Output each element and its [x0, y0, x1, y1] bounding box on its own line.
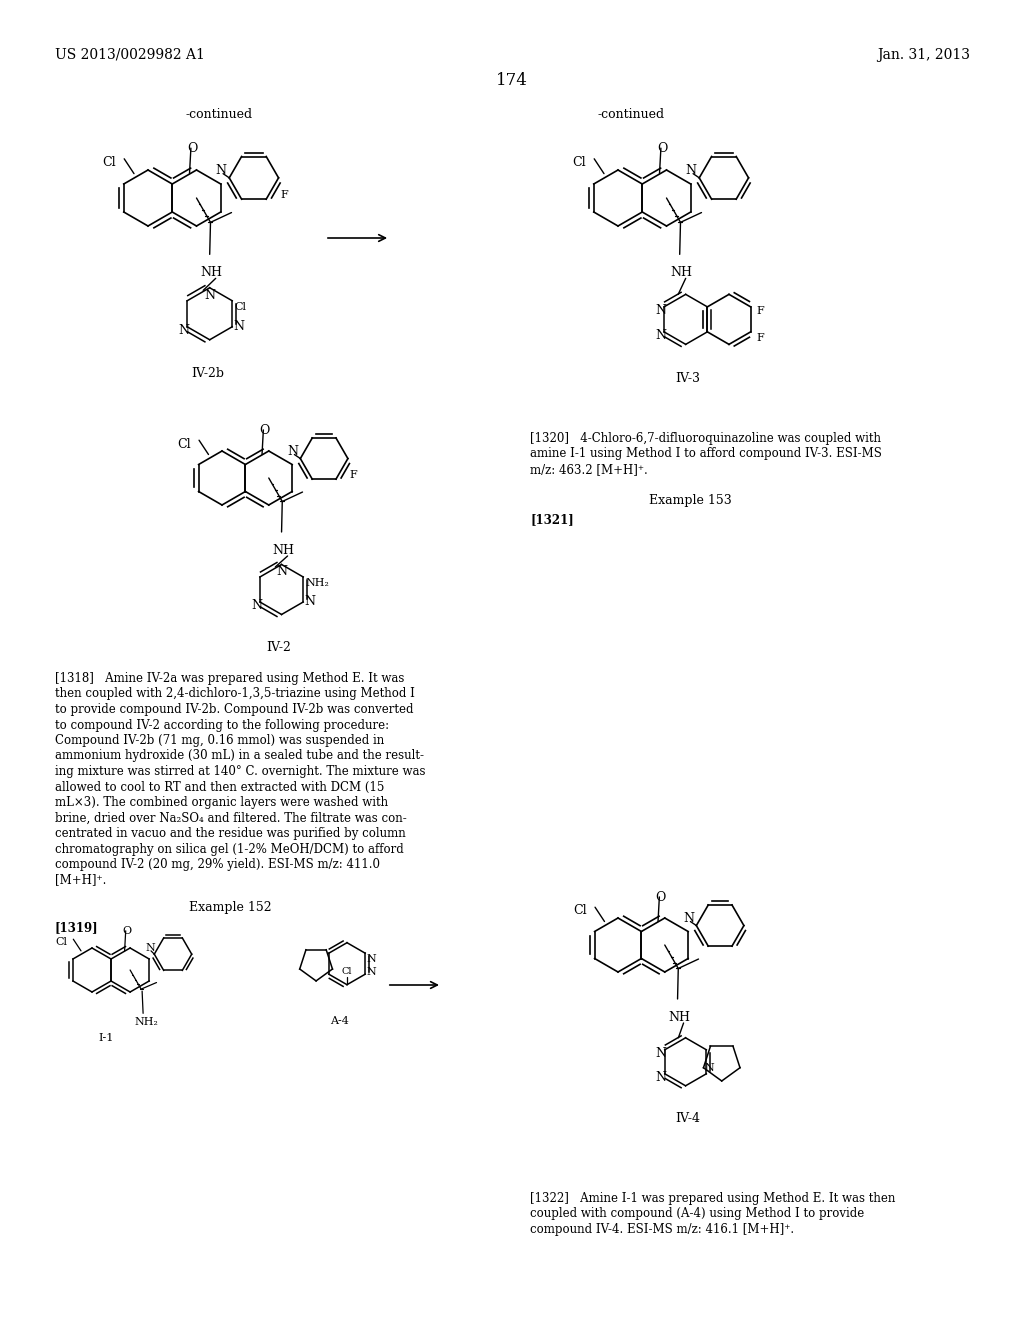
Text: IV-2b: IV-2b	[191, 367, 224, 380]
Text: allowed to cool to RT and then extracted with DCM (15: allowed to cool to RT and then extracted…	[55, 780, 384, 793]
Text: NH₂: NH₂	[134, 1016, 159, 1027]
Text: coupled with compound (A-4) using Method I to provide: coupled with compound (A-4) using Method…	[530, 1208, 864, 1221]
Text: NH: NH	[201, 267, 222, 280]
Text: N: N	[251, 599, 262, 612]
Text: F: F	[756, 333, 764, 343]
Text: N: N	[304, 595, 315, 609]
Text: N: N	[655, 1047, 667, 1060]
Text: N: N	[655, 1071, 667, 1084]
Text: O: O	[655, 891, 666, 904]
Text: Cl: Cl	[573, 904, 587, 917]
Text: N: N	[705, 1063, 714, 1073]
Text: F: F	[281, 190, 289, 201]
Text: ammonium hydroxide (30 mL) in a sealed tube and the result-: ammonium hydroxide (30 mL) in a sealed t…	[55, 750, 424, 763]
Text: N: N	[685, 164, 696, 177]
Text: N: N	[276, 565, 288, 578]
Text: A-4: A-4	[330, 1015, 348, 1026]
Text: Jan. 31, 2013: Jan. 31, 2013	[877, 48, 970, 62]
Text: N: N	[215, 164, 226, 177]
Text: compound IV-2 (20 mg, 29% yield). ESI-MS m/z: 411.0: compound IV-2 (20 mg, 29% yield). ESI-MS…	[55, 858, 380, 871]
Text: [1319]: [1319]	[55, 921, 98, 935]
Text: IV-2: IV-2	[266, 640, 292, 653]
Text: F: F	[756, 306, 764, 315]
Text: Cl: Cl	[55, 937, 68, 946]
Text: chromatography on silica gel (1-2% MeOH/DCM) to afford: chromatography on silica gel (1-2% MeOH/…	[55, 842, 403, 855]
Text: [1320]   4-Chloro-6,7-difluoroquinazoline was coupled with: [1320] 4-Chloro-6,7-difluoroquinazoline …	[530, 432, 881, 445]
Text: N: N	[367, 968, 376, 977]
Text: N: N	[205, 289, 216, 302]
Text: I-1: I-1	[98, 1034, 114, 1043]
Text: [M+H]⁺.: [M+H]⁺.	[55, 874, 106, 887]
Text: Example 153: Example 153	[648, 494, 731, 507]
Text: Cl: Cl	[342, 966, 352, 975]
Text: Compound IV-2b (71 mg, 0.16 mmol) was suspended in: Compound IV-2b (71 mg, 0.16 mmol) was su…	[55, 734, 384, 747]
Text: Cl: Cl	[102, 156, 116, 169]
Text: 174: 174	[496, 73, 528, 88]
Text: amine I-1 using Method I to afford compound IV-3. ESI-MS: amine I-1 using Method I to afford compo…	[530, 447, 882, 461]
Text: centrated in vacuo and the residue was purified by column: centrated in vacuo and the residue was p…	[55, 828, 406, 840]
Text: US 2013/0029982 A1: US 2013/0029982 A1	[55, 48, 205, 62]
Text: mL×3). The combined organic layers were washed with: mL×3). The combined organic layers were …	[55, 796, 388, 809]
Text: O: O	[122, 927, 131, 936]
Text: [1321]: [1321]	[530, 513, 573, 527]
Text: [1322]   Amine I-1 was prepared using Method E. It was then: [1322] Amine I-1 was prepared using Meth…	[530, 1192, 895, 1205]
Text: O: O	[187, 143, 198, 154]
Text: N: N	[287, 445, 298, 458]
Text: Cl: Cl	[572, 156, 586, 169]
Text: compound IV-4. ESI-MS m/z: 416.1 [M+H]⁺.: compound IV-4. ESI-MS m/z: 416.1 [M+H]⁺.	[530, 1224, 795, 1236]
Text: N: N	[655, 304, 666, 317]
Text: NH: NH	[671, 267, 692, 280]
Text: N: N	[655, 329, 666, 342]
Text: Cl: Cl	[234, 302, 246, 312]
Text: NH₂: NH₂	[305, 578, 329, 587]
Text: Example 152: Example 152	[188, 902, 271, 913]
Text: IV-3: IV-3	[676, 372, 700, 385]
Text: to compound IV-2 according to the following procedure:: to compound IV-2 according to the follow…	[55, 718, 389, 731]
Text: then coupled with 2,4-dichloro-1,3,5-triazine using Method I: then coupled with 2,4-dichloro-1,3,5-tri…	[55, 688, 415, 701]
Text: m/z: 463.2 [M+H]⁺.: m/z: 463.2 [M+H]⁺.	[530, 463, 648, 477]
Text: N: N	[178, 323, 189, 337]
Text: N: N	[233, 319, 244, 333]
Text: NH: NH	[669, 1011, 690, 1024]
Text: ing mixture was stirred at 140° C. overnight. The mixture was: ing mixture was stirred at 140° C. overn…	[55, 766, 426, 777]
Text: -continued: -continued	[598, 108, 666, 121]
Text: brine, dried over Na₂SO₄ and filtered. The filtrate was con-: brine, dried over Na₂SO₄ and filtered. T…	[55, 812, 407, 825]
Text: N: N	[683, 912, 694, 925]
Text: N: N	[367, 954, 376, 964]
Text: IV-4: IV-4	[676, 1113, 700, 1125]
Text: F: F	[350, 470, 357, 480]
Text: -continued: -continued	[185, 108, 252, 121]
Text: to provide compound IV-2b. Compound IV-2b was converted: to provide compound IV-2b. Compound IV-2…	[55, 704, 414, 715]
Text: [1318]   Amine IV-2a was prepared using Method E. It was: [1318] Amine IV-2a was prepared using Me…	[55, 672, 404, 685]
Text: O: O	[657, 143, 668, 154]
Text: N: N	[145, 944, 155, 953]
Text: O: O	[259, 424, 270, 437]
Text: NH: NH	[272, 544, 295, 557]
Text: Cl: Cl	[177, 437, 191, 450]
